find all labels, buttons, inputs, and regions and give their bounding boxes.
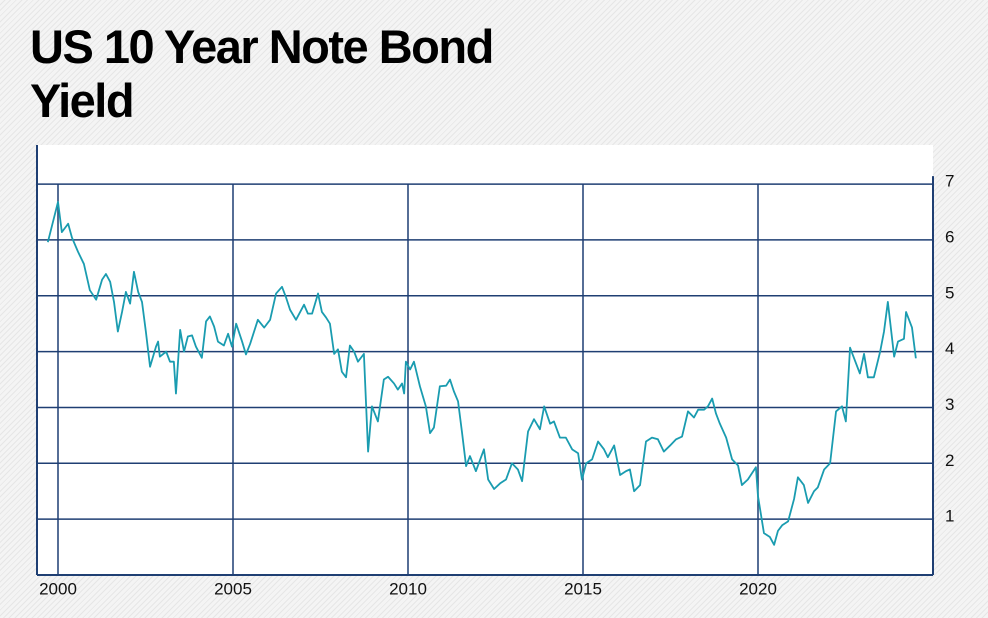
x-tick-label: 2000 [39,579,77,598]
y-tick-label: 5 [945,283,954,302]
plot-area [37,145,933,575]
x-tick-label: 2020 [739,579,777,598]
y-tick-label: 2 [945,451,954,470]
x-tick-label: 2010 [389,579,427,598]
y-tick-label: 1 [945,507,954,526]
chart-title: US 10 Year Note Bond Yield [30,20,494,127]
y-tick-label: 4 [945,339,954,358]
y-tick-label: 3 [945,395,954,414]
y-tick-label: 6 [945,227,954,246]
y-tick-label: 7 [945,172,954,191]
x-tick-label: 2005 [214,579,252,598]
x-tick-label: 2015 [564,579,602,598]
data-line [46,201,917,546]
